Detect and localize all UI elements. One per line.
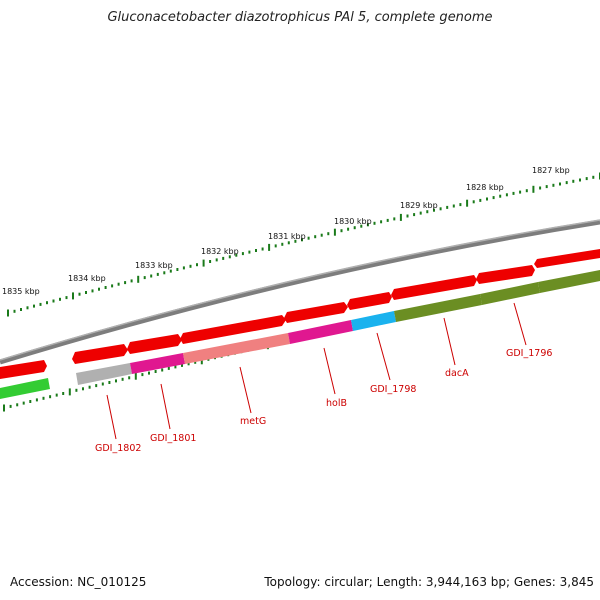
leader-line	[443, 317, 456, 366]
cog-segment	[288, 320, 353, 344]
gene-arrow[interactable]	[72, 344, 128, 364]
scale-label: 1833 kbp	[135, 261, 173, 270]
scale-label: 1834 kbp	[68, 274, 106, 283]
gene-label[interactable]: dacA	[445, 368, 469, 379]
leader-line	[106, 394, 117, 440]
leader-line	[239, 366, 252, 414]
leader-line	[376, 332, 391, 381]
leader-line	[513, 302, 527, 346]
accession-text: Accession: NC_010125	[10, 575, 147, 589]
scale-labels: 1827 kbp 1828 kbp 1829 kbp 1830 kbp 1831…	[2, 166, 570, 296]
gene-arrow[interactable]	[284, 302, 348, 323]
scale-label: 1832 kbp	[201, 247, 239, 256]
gene-label[interactable]: holB	[326, 398, 347, 409]
gene-label[interactable]: GDI_1798	[370, 384, 416, 395]
gene-arrow[interactable]	[534, 249, 600, 268]
cog-segment	[538, 270, 600, 293]
leader-line	[323, 347, 336, 395]
cog-segment	[183, 333, 290, 364]
outer-scale-ticks	[7, 172, 600, 317]
gene-label[interactable]: GDI_1796	[506, 348, 552, 359]
scale-label: 1829 kbp	[400, 201, 438, 210]
genome-backbone	[0, 219, 600, 365]
gene-arrow[interactable]	[0, 360, 47, 379]
scale-label: 1831 kbp	[268, 232, 306, 241]
leader-line	[160, 383, 171, 430]
scale-label: 1830 kbp	[334, 217, 372, 226]
gene-arrow[interactable]	[391, 275, 477, 300]
cog-track	[0, 270, 600, 399]
cog-segment	[351, 311, 396, 331]
topology-summary: Topology: circular; Length: 3,944,163 bp…	[264, 575, 594, 589]
forward-gene-track	[0, 249, 600, 379]
cog-segment	[394, 294, 482, 322]
gene-arrow[interactable]	[476, 265, 535, 284]
map-title: Gluconacetobacter diazotrophicus PAl 5, …	[107, 10, 493, 25]
scale-label: 1828 kbp	[466, 183, 504, 192]
gene-label-leaders	[106, 302, 527, 440]
cog-segment	[76, 363, 132, 385]
cog-segment	[0, 378, 50, 399]
gene-arrow[interactable]	[127, 334, 182, 354]
scale-label: 1835 kbp	[2, 287, 40, 296]
gene-label[interactable]: GDI_1802	[95, 443, 141, 454]
cog-segment	[480, 282, 540, 305]
gene-arrow[interactable]	[180, 315, 286, 344]
scale-label: 1827 kbp	[532, 166, 570, 175]
cog-segment	[130, 353, 185, 374]
gene-label[interactable]: metG	[240, 416, 266, 427]
genome-backbone-highlight	[0, 219, 600, 361]
gene-labels: GDI_1796 dacA GDI_1798 holB metG GDI_180…	[95, 348, 552, 454]
gene-label[interactable]: GDI_1801	[150, 433, 196, 444]
gene-arrow[interactable]	[347, 292, 392, 310]
